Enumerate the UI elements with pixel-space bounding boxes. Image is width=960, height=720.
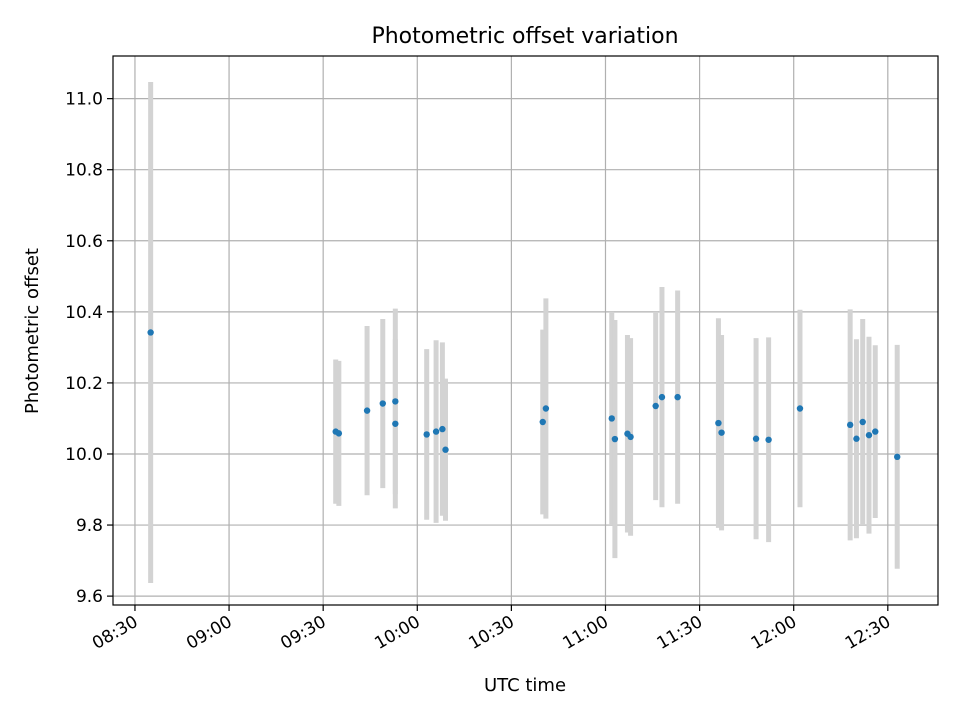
data-point	[335, 430, 343, 437]
data-point	[894, 453, 901, 461]
data-point	[627, 433, 634, 441]
data-point	[796, 405, 804, 412]
data-point	[765, 436, 772, 443]
data-point	[539, 418, 546, 426]
data-point	[423, 431, 430, 438]
data-points	[147, 329, 901, 461]
y-tick-label: 9.6	[76, 587, 103, 607]
data-point	[542, 405, 550, 412]
data-point	[652, 402, 659, 410]
y-axis-label: Photometric offset	[22, 248, 43, 414]
data-point	[853, 435, 860, 442]
y-tick-label: 10.0	[65, 445, 103, 465]
data-point	[859, 418, 866, 426]
data-point	[442, 446, 449, 453]
data-point	[432, 428, 440, 435]
data-point	[611, 435, 619, 443]
y-tick-label: 10.8	[65, 161, 103, 181]
data-point	[674, 393, 681, 401]
plot-frame	[112, 55, 939, 606]
data-point	[865, 431, 873, 439]
y-tick-label: 10.6	[65, 232, 103, 252]
data-point	[752, 435, 760, 442]
x-axis-label: UTC time	[484, 675, 566, 696]
data-point	[718, 429, 725, 436]
data-point	[608, 415, 615, 422]
chart-title: Photometric offset variation	[371, 24, 678, 49]
data-point	[379, 400, 386, 407]
data-point	[439, 425, 446, 433]
y-tick-label: 9.8	[76, 516, 103, 536]
data-point	[658, 393, 666, 401]
y-axis: 9.6 9.8 10.0 10.2 10.4 10.6 10.8 11.0	[65, 90, 113, 607]
y-tick-label: 10.2	[65, 374, 103, 394]
data-point	[392, 398, 399, 405]
data-point	[872, 428, 879, 435]
data-point	[392, 420, 399, 427]
y-tick-label: 10.4	[65, 303, 103, 323]
data-point	[147, 329, 154, 336]
data-point	[715, 419, 722, 427]
y-tick-label: 11.0	[65, 90, 103, 110]
data-point	[846, 421, 854, 429]
data-point	[363, 407, 371, 414]
